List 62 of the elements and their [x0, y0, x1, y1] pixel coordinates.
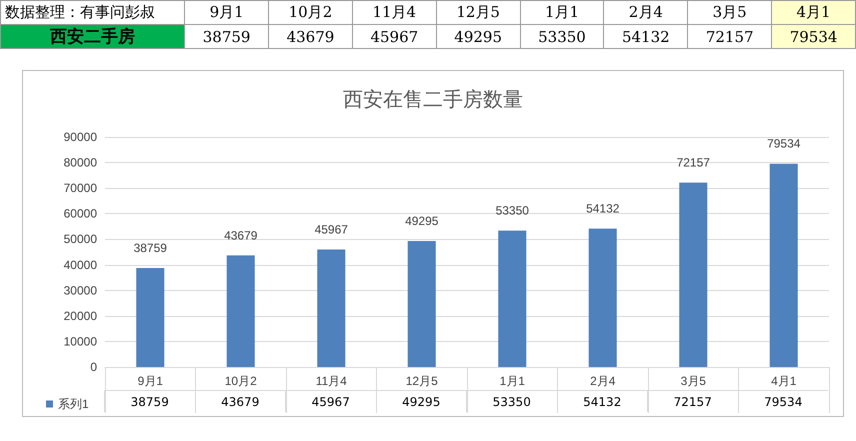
data-label: 45967: [314, 222, 348, 237]
y-tick-label: 20000: [64, 308, 98, 323]
x-tick-label: 9月1: [138, 374, 164, 388]
data-label: 53350: [496, 204, 530, 218]
data-label: 53350: [466, 390, 556, 412]
chart-title: 西安在售二手房数量: [343, 89, 523, 111]
category-label: 4月1: [772, 0, 856, 24]
y-tick-label: 80000: [64, 156, 98, 170]
data-label: 45967: [352, 24, 436, 48]
data-label: 79534: [738, 390, 828, 412]
data-label: 38759: [104, 390, 194, 412]
data-label: 49295: [405, 214, 439, 228]
data-label: 79534: [767, 136, 801, 151]
y-tick-label: 40000: [64, 258, 98, 272]
x-tick-label: 4月1: [771, 374, 797, 388]
data-label: 72157: [647, 390, 738, 412]
data-label: 49295: [436, 24, 520, 48]
category-label: 1月1: [520, 0, 604, 24]
x-tick-label: 10月2: [224, 374, 258, 388]
text: 数据整理：有事问彭叔: [0, 0, 185, 24]
data-label: 54132: [604, 24, 688, 48]
y-tick-label: 90000: [64, 130, 98, 144]
x-tick-label: 2月4: [590, 374, 616, 388]
category-label: 2月4: [604, 0, 688, 24]
y-tick-label: 30000: [64, 283, 98, 298]
bar: [226, 255, 255, 367]
data-label: 38759: [134, 240, 168, 255]
category-label: 10月2: [268, 0, 352, 24]
legend-label: 系列1: [58, 397, 89, 411]
data-label: 49295: [376, 390, 466, 412]
bar: [679, 182, 708, 367]
category-label: 11月4: [352, 0, 436, 24]
y-tick-label: 10000: [64, 334, 98, 348]
x-tick-label: 11月4: [316, 374, 348, 388]
bar: [588, 228, 617, 367]
x-tick-label: 3月5: [680, 374, 706, 388]
x-tick-label: 1月1: [500, 374, 526, 388]
data-label: 45967: [285, 390, 376, 412]
bar: [770, 164, 798, 367]
category-label: 12月5: [436, 0, 520, 24]
data-label: 79534: [772, 24, 856, 48]
data-label: 54132: [586, 202, 620, 216]
data-label: 38759: [184, 24, 269, 48]
y-tick-label: 60000: [64, 206, 98, 221]
category-label: 3月5: [688, 0, 772, 24]
y-tick-label: 0: [90, 360, 98, 374]
data-label: 72157: [688, 24, 772, 48]
x-tick-label: 12月5: [406, 374, 438, 388]
bar: [498, 230, 526, 367]
y-tick-label: 50000: [64, 232, 98, 246]
data-label: 72157: [676, 156, 710, 170]
y-tick-label: 70000: [64, 181, 98, 196]
data-label: 43679: [268, 24, 352, 48]
data-label: 53350: [520, 24, 604, 48]
category-label: 9月1: [184, 0, 269, 24]
data-label: 43679: [224, 228, 258, 242]
data-label: 43679: [194, 390, 285, 412]
bar: [317, 250, 346, 367]
text: 西安二手房: [0, 24, 185, 48]
data-label: 54132: [556, 390, 647, 412]
bar: [408, 241, 436, 367]
bar: [136, 268, 164, 367]
